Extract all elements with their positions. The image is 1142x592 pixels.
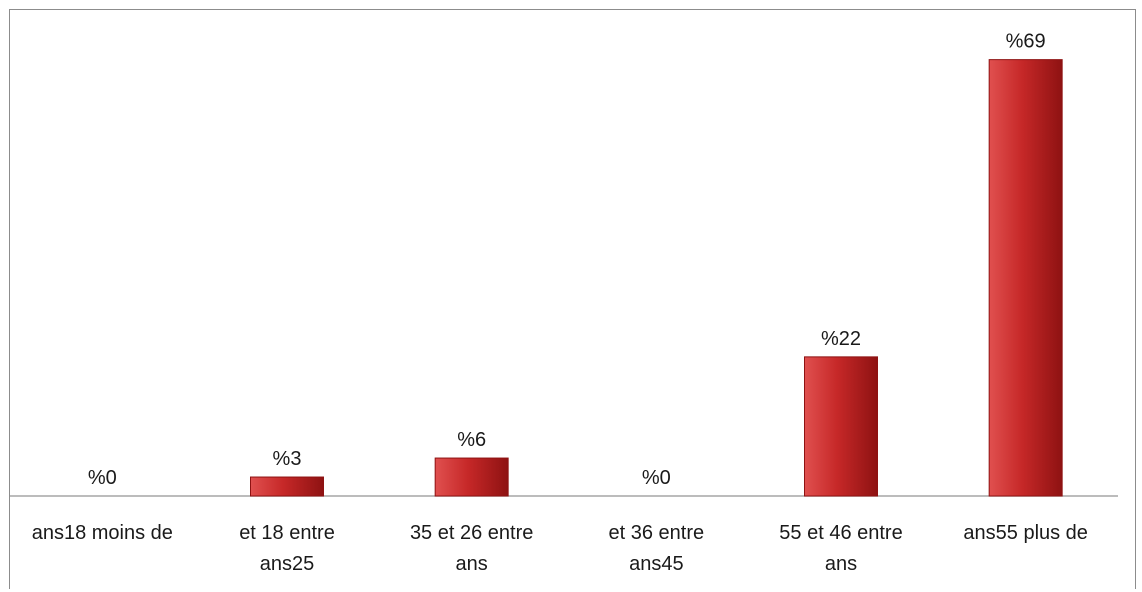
value-label-5: %22 bbox=[821, 328, 861, 350]
category-label-1: ans18 moins de bbox=[32, 522, 173, 544]
value-label-3: %6 bbox=[457, 429, 486, 451]
category-label-6: ans55 plus de bbox=[963, 522, 1088, 544]
category-label-2: et 18 entre ans25 bbox=[239, 522, 335, 575]
bars-group bbox=[250, 59, 1063, 497]
chart-frame bbox=[9, 9, 1136, 589]
value-label-2: %3 bbox=[273, 448, 302, 470]
category-label-3: 35 et 26 entre ans bbox=[410, 522, 533, 575]
value-label-6: %69 bbox=[1006, 31, 1046, 53]
bar-5 bbox=[804, 356, 878, 497]
bar-3 bbox=[434, 457, 509, 497]
bar-6 bbox=[988, 59, 1063, 497]
value-label-1: %0 bbox=[88, 467, 117, 489]
category-labels-group: ans18 moins de et 18 entre ans25 35 et 26 e… bbox=[32, 522, 1088, 575]
value-label-4: %0 bbox=[642, 467, 671, 489]
bar-2 bbox=[250, 476, 324, 497]
category-label-5: 55 et 46 entre ans bbox=[779, 522, 902, 575]
value-labels-group: %0 %3 %6 %0 %22 %69 bbox=[88, 31, 1046, 489]
category-label-4: et 36 entre ans45 bbox=[609, 522, 705, 575]
